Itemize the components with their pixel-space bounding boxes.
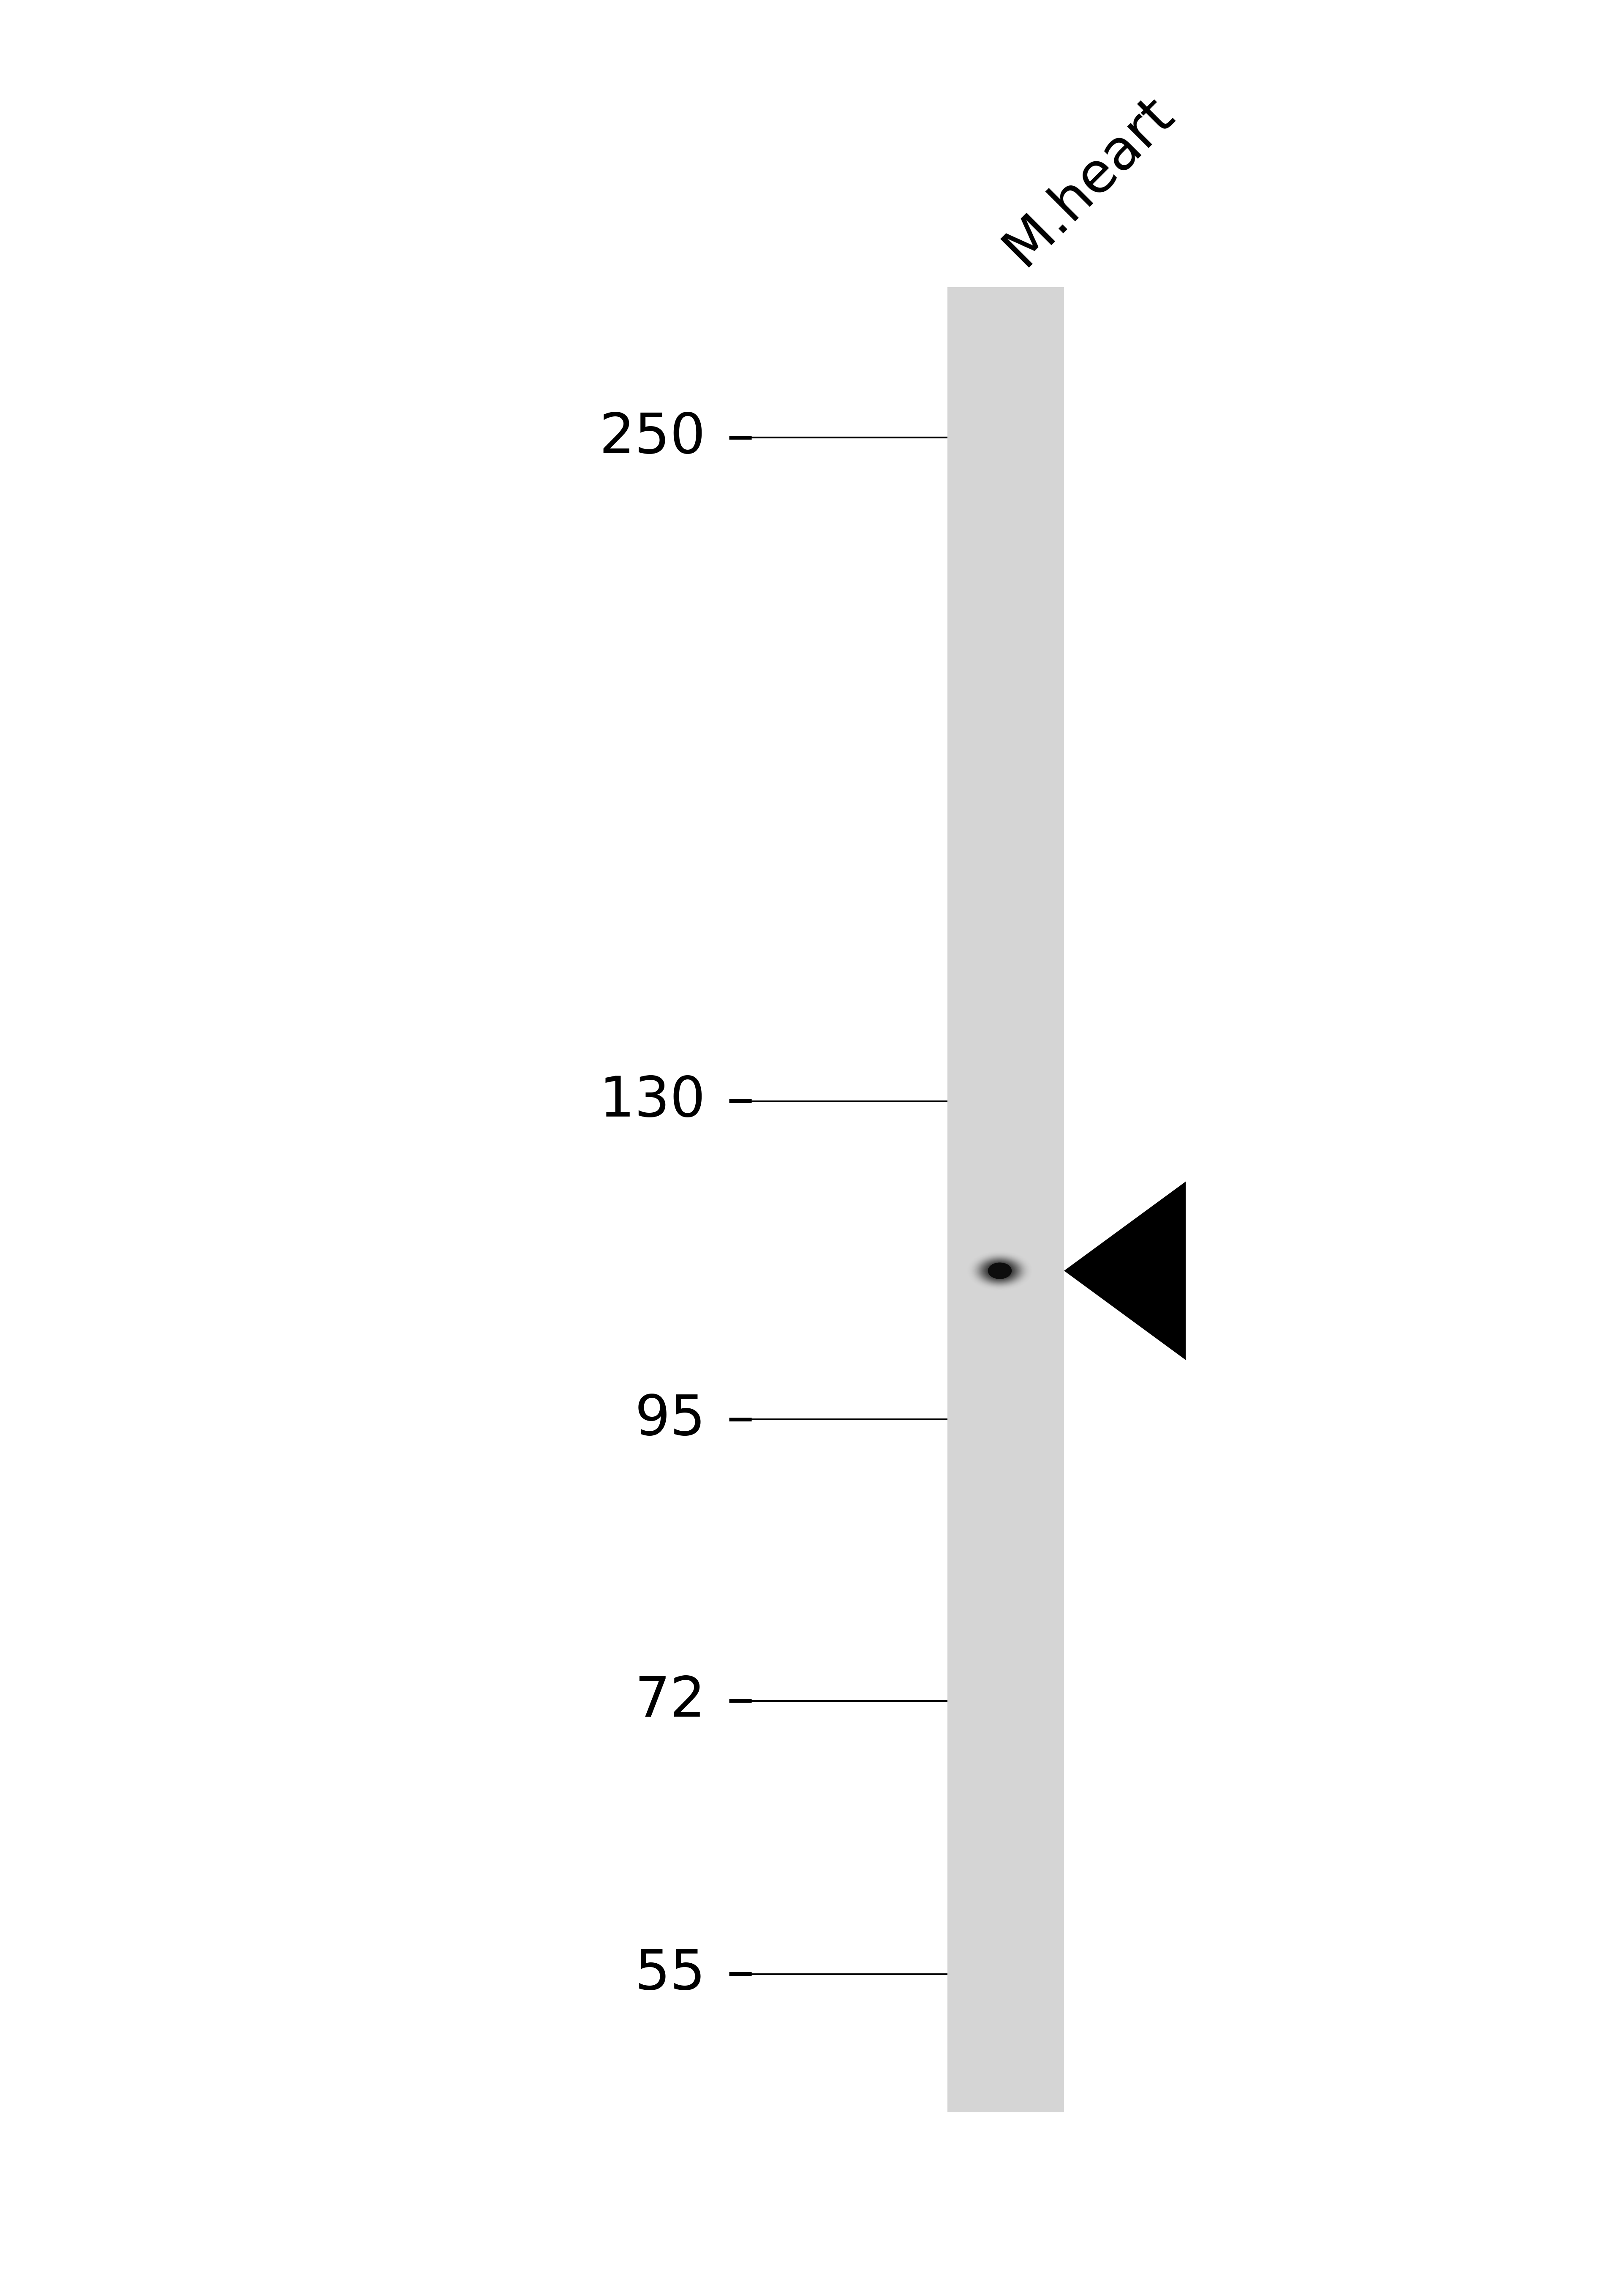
Ellipse shape — [985, 1261, 1015, 1281]
Text: 95: 95 — [634, 1394, 706, 1446]
Text: 55: 55 — [634, 1947, 706, 2002]
Ellipse shape — [986, 1263, 1012, 1279]
Ellipse shape — [986, 1263, 1014, 1279]
Ellipse shape — [981, 1261, 1019, 1281]
Ellipse shape — [988, 1263, 1012, 1279]
Ellipse shape — [976, 1256, 1023, 1286]
Ellipse shape — [981, 1261, 1017, 1281]
Ellipse shape — [973, 1254, 1027, 1286]
Ellipse shape — [991, 1265, 1007, 1277]
Text: –: – — [709, 1674, 754, 1727]
Text: –: – — [709, 1394, 754, 1446]
Ellipse shape — [991, 1265, 1009, 1277]
Ellipse shape — [988, 1263, 1012, 1279]
Text: M.heart: M.heart — [994, 85, 1184, 276]
Text: –: – — [709, 411, 754, 464]
Ellipse shape — [989, 1265, 1011, 1277]
Ellipse shape — [980, 1258, 1020, 1283]
Ellipse shape — [981, 1258, 1019, 1283]
Ellipse shape — [983, 1261, 1015, 1281]
Ellipse shape — [976, 1256, 1023, 1286]
Ellipse shape — [978, 1258, 1022, 1283]
Text: 250: 250 — [599, 411, 706, 464]
Ellipse shape — [985, 1263, 1015, 1279]
Text: 72: 72 — [634, 1674, 706, 1727]
Ellipse shape — [991, 1265, 1009, 1277]
Ellipse shape — [983, 1261, 1017, 1281]
Ellipse shape — [975, 1256, 1025, 1286]
Ellipse shape — [978, 1258, 1022, 1283]
Ellipse shape — [989, 1265, 1011, 1277]
Text: –: – — [709, 1075, 754, 1127]
Text: –: – — [709, 1947, 754, 2002]
Ellipse shape — [986, 1263, 1014, 1279]
Ellipse shape — [973, 1256, 1025, 1286]
Ellipse shape — [980, 1258, 1020, 1283]
Ellipse shape — [993, 1265, 1007, 1274]
Ellipse shape — [993, 1267, 1007, 1274]
Bar — [947, 287, 1064, 2112]
Ellipse shape — [978, 1258, 1020, 1283]
Ellipse shape — [975, 1256, 1025, 1286]
Text: 130: 130 — [599, 1075, 706, 1127]
Ellipse shape — [988, 1263, 1012, 1279]
Polygon shape — [1064, 1182, 1186, 1359]
